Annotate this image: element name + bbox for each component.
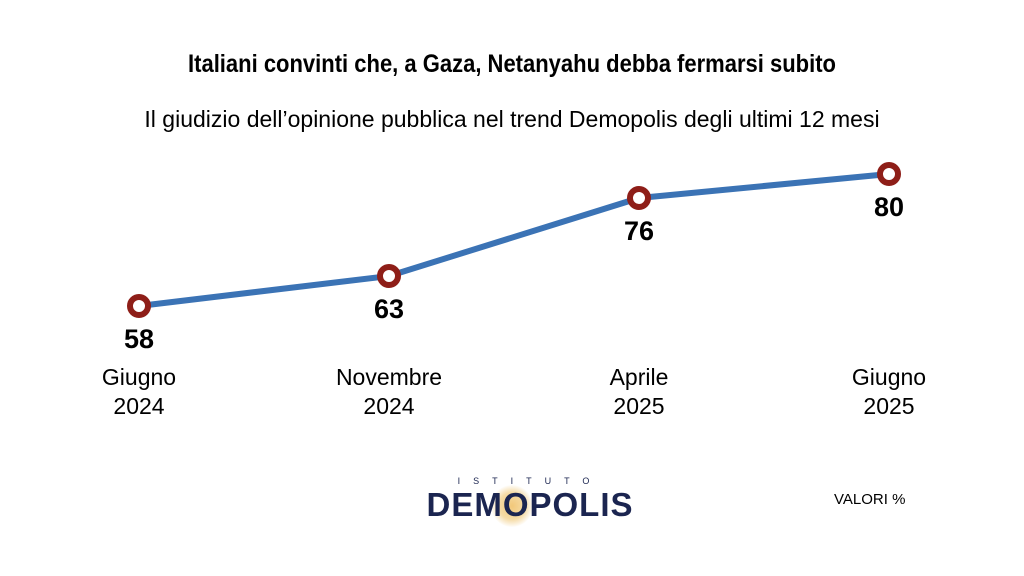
x-tick-label-line: Aprile xyxy=(609,364,669,390)
units-note: VALORI % xyxy=(834,491,906,508)
data-point-marker xyxy=(127,294,151,318)
demopolis-logo: ISTITUTO DEMOPOLIS xyxy=(405,476,655,527)
x-tick-label-line: 2025 xyxy=(613,393,665,419)
data-label: 63 xyxy=(374,294,404,324)
x-tick-label: Novembre 2024 xyxy=(279,363,499,421)
logo-top-text: ISTITUTO xyxy=(457,476,603,486)
chart-title: Italiani convinti che, a Gaza, Netanyahu… xyxy=(188,50,836,78)
data-label: 80 xyxy=(874,192,904,222)
x-tick-label-line: Novembre xyxy=(335,364,443,390)
x-tick-label: Giugno 2025 xyxy=(779,363,999,421)
x-tick-label: Giugno 2024 xyxy=(29,363,249,421)
data-label: 58 xyxy=(124,324,154,354)
chart-subtitle: Il giudizio dell’opinione pubblica nel t… xyxy=(144,106,880,132)
x-tick-label-line: Giugno xyxy=(101,364,177,390)
x-tick-label-line: Giugno xyxy=(851,364,927,390)
data-point-marker xyxy=(377,264,401,288)
x-tick-label-line: 2024 xyxy=(363,393,415,419)
data-label: 76 xyxy=(624,216,654,246)
data-point-marker xyxy=(877,162,901,186)
x-tick-label: Aprile 2025 xyxy=(529,363,749,421)
logo-glow xyxy=(491,485,533,527)
logo-name-text: DEMOPOLIS xyxy=(426,486,634,523)
series-line xyxy=(138,171,890,309)
data-point-marker xyxy=(627,186,651,210)
x-tick-label-line: 2025 xyxy=(863,393,915,419)
x-tick-label-line: 2024 xyxy=(113,393,165,419)
